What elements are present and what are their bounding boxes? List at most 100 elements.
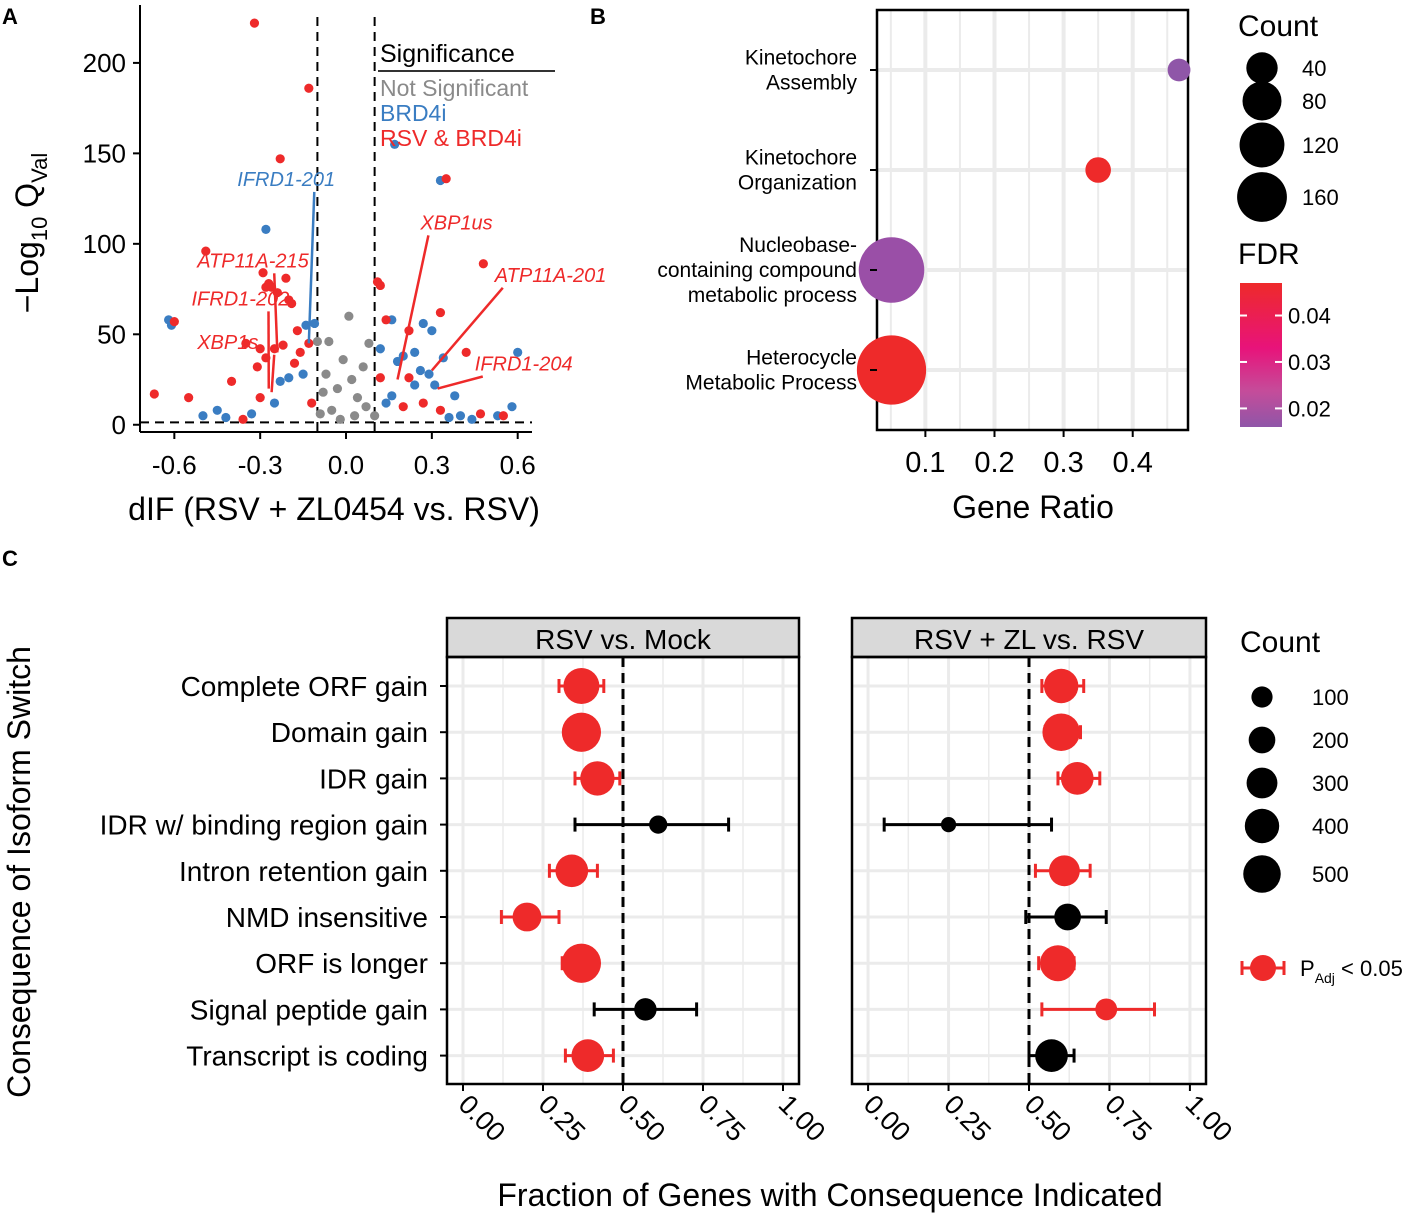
panel-a: A −Log10 QVal dIF (RSV + ZL0454 vs. RSV)… <box>2 4 606 527</box>
data-point <box>513 347 523 357</box>
panel-b-x-axis-title: Gene Ratio <box>952 489 1114 525</box>
legend-count-title: Count <box>1240 626 1321 659</box>
data-point <box>424 369 434 379</box>
legend-rsv-brd4i: RSV & BRD4i <box>380 125 522 151</box>
data-point <box>398 402 408 412</box>
data-point <box>361 402 371 412</box>
data-point <box>435 307 446 318</box>
facet-1: RSV vs. Mock 0.00 0.25 0.50 0.75 1.00 <box>445 616 831 1147</box>
estimate-dot <box>1054 903 1081 931</box>
panel-c-legend: Count 100 200 300 400 500 PAdj < 0.05 <box>1240 626 1403 986</box>
annotation-label: ATP11A-215 <box>196 250 309 272</box>
data-point <box>241 338 251 348</box>
legend-count-value: 200 <box>1312 728 1349 753</box>
estimate-dot <box>1048 855 1080 887</box>
estimate-dot <box>555 854 589 888</box>
data-point <box>441 174 451 184</box>
panel-b: B Gene Ratio KinetochoreAssemblyKinetoch… <box>590 4 1339 525</box>
annotation-leader <box>270 354 276 393</box>
facet-2: RSV + ZL vs. RSV 0.00 0.25 0.50 0.75 1.00 <box>850 616 1238 1147</box>
legend-not-significant: Not Significant <box>380 75 529 101</box>
ylabel-prefix: −Log <box>9 241 45 313</box>
data-point <box>198 411 208 421</box>
legend-count-dot <box>1251 686 1273 708</box>
data-point <box>149 389 159 399</box>
data-point <box>246 409 257 419</box>
data-point <box>404 373 414 383</box>
panel-a-legend: Significance Not Significant BRD4i RSV &… <box>378 40 555 151</box>
panel-a-y-axis-title: −Log10 QVal <box>9 153 52 314</box>
data-point <box>249 18 260 28</box>
legend-count-dot <box>1244 808 1280 844</box>
data-point <box>258 268 268 278</box>
legend-count-dot <box>1243 855 1281 893</box>
legend-count-dot <box>1242 81 1282 121</box>
data-point <box>375 280 385 291</box>
estimate-dot <box>1060 762 1094 795</box>
gene-ratio-dot <box>1085 157 1111 183</box>
data-point <box>295 347 305 357</box>
ylabel-sub: 10 <box>27 217 52 241</box>
gene-ratio-dot <box>856 335 927 405</box>
data-point <box>252 362 262 372</box>
data-point <box>324 336 334 347</box>
legend-count-value: 80 <box>1302 89 1326 114</box>
panel-b-label: B <box>590 4 606 29</box>
category-label: Organization <box>738 172 857 195</box>
annotation-label: IFRD1-201 <box>237 169 335 191</box>
estimate-dot <box>580 761 615 796</box>
y-tick-label: 50 <box>97 319 126 349</box>
panel-a-label: A <box>2 4 18 29</box>
category-label: Intron retention gain <box>179 856 428 887</box>
data-point <box>475 409 486 419</box>
data-point <box>461 347 471 357</box>
data-point <box>287 298 297 309</box>
legend-count-title: Count <box>1238 10 1319 43</box>
data-point <box>387 391 397 401</box>
data-point <box>255 344 265 354</box>
x-tick-label: 0.25 <box>533 1089 591 1147</box>
x-tick-label: 0.1 <box>905 447 945 479</box>
data-point <box>344 311 354 321</box>
panel-b-legend: Count 40 80 120 160 FDR 0.04 0.03 0.02 <box>1237 10 1339 427</box>
data-point <box>307 398 317 408</box>
estimate-dot <box>1095 998 1118 1021</box>
y-tick-label: 0 <box>112 410 126 440</box>
category-label: Kinetochore <box>745 147 857 170</box>
x-tick-label: -0.3 <box>238 450 283 480</box>
colorbar-tick-label: 0.03 <box>1288 350 1331 375</box>
data-point <box>390 139 400 149</box>
data-point <box>169 317 179 327</box>
gene-ratio-dot <box>1167 58 1191 82</box>
x-tick-label: 0.0 <box>328 450 364 480</box>
data-point <box>418 318 428 329</box>
data-point <box>375 344 385 354</box>
data-point <box>269 398 280 408</box>
data-point <box>255 393 265 403</box>
panel-b-frame <box>875 8 1190 432</box>
estimate-dot <box>512 902 542 932</box>
category-label: Domain gain <box>271 717 428 748</box>
data-point <box>327 405 337 415</box>
estimate-dot <box>1039 945 1076 982</box>
annotation-leader <box>437 375 484 390</box>
category-label: Assembly <box>766 72 858 95</box>
data-point <box>275 376 285 386</box>
fdr-colorbar <box>1240 283 1282 427</box>
x-tick-label: 1.00 <box>773 1089 831 1147</box>
category-label: Metabolic Process <box>685 372 857 395</box>
x-tick-label: 0.3 <box>414 450 450 480</box>
legend-count-dot <box>1239 122 1285 168</box>
data-point <box>261 224 271 234</box>
estimate-dot <box>1035 1039 1068 1072</box>
panel-c-y-axis-title: Consequence of Isoform Switch <box>1 646 37 1098</box>
data-point <box>184 393 194 403</box>
annotation-leader <box>272 273 279 353</box>
facet-title: RSV + ZL vs. RSV <box>914 624 1144 655</box>
annotation-leader <box>396 235 430 380</box>
data-point <box>238 414 248 424</box>
data-point <box>315 409 325 419</box>
facet-title: RSV vs. Mock <box>535 624 712 655</box>
x-tick-label: -0.6 <box>152 450 197 480</box>
